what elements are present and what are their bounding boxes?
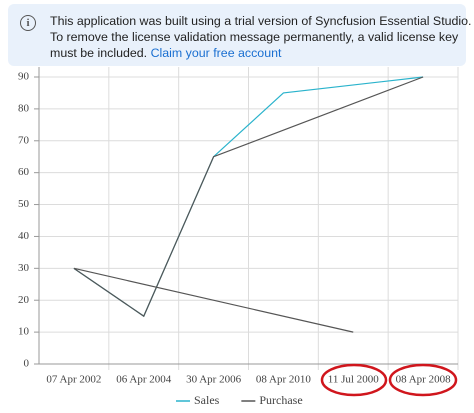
x-tick-label: 07 Apr 2002 [46, 374, 101, 386]
info-icon: i [20, 15, 36, 31]
trial-banner: i This application was built using a tri… [8, 4, 472, 66]
y-tick-label: 30 [18, 262, 30, 274]
x-tick-label: 08 Apr 2008 [396, 374, 452, 386]
y-tick-label: 10 [18, 326, 30, 338]
x-tick-label: 30 Apr 2006 [186, 374, 242, 386]
claim-link[interactable]: Claim your free account [150, 46, 282, 60]
legend-label: Sales [194, 393, 220, 407]
banner-line: To remove the license validation message… [50, 30, 459, 44]
y-tick-label: 50 [18, 198, 30, 210]
highlight-ellipse [388, 363, 458, 397]
y-tick-label: 70 [18, 134, 30, 146]
highlight-ellipse [320, 363, 388, 397]
legend-label: Purchase [259, 393, 302, 407]
x-tick-label: 11 Jul 2000 [328, 374, 379, 386]
banner-line: must be included. Claim your free accoun… [50, 45, 472, 61]
series-line [73, 76, 424, 333]
y-tick-label: 90 [18, 71, 30, 83]
x-tick-label: 06 Apr 2004 [116, 374, 172, 386]
plot: 0 10 20 30 40 50 60 70 80 90 07 Apr 2002 06 Apr 200… [18, 67, 459, 407]
banner-line: must be included. [50, 46, 148, 60]
x-tick-label: 08 Apr 2010 [256, 374, 312, 386]
y-tick-label: 60 [18, 166, 30, 178]
banner-text: This application was built using a trial… [50, 13, 472, 61]
y-tick-label: 0 [24, 358, 30, 370]
y-tick-label: 80 [18, 102, 30, 114]
y-tick-label: 40 [18, 230, 30, 242]
banner-line: This application was built using a trial… [50, 14, 472, 28]
y-tick-label: 20 [18, 294, 30, 306]
